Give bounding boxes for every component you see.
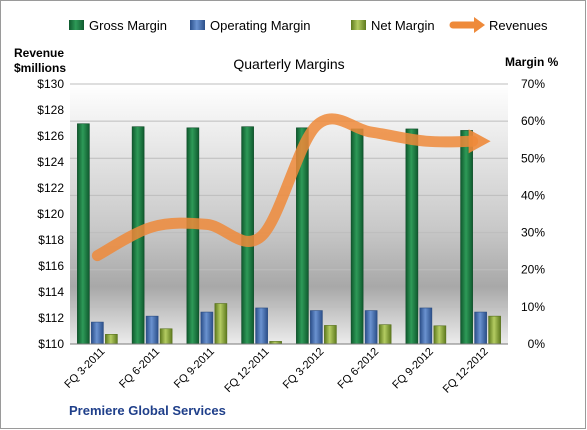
bar-net-margin: [324, 325, 337, 345]
bar-gross-margin: [460, 130, 473, 345]
right-tick-label: 0%: [528, 337, 546, 351]
bar-gross-margin: [405, 128, 419, 345]
left-tick-label: $130: [37, 77, 64, 91]
left-tick-label: $114: [38, 285, 64, 299]
right-axis-label: Margin %: [505, 55, 559, 69]
bar-operating-margin: [255, 307, 268, 345]
bar-operating-margin: [145, 315, 159, 345]
left-tick-label: $128: [37, 103, 64, 117]
legend-swatch-gross-margin: [69, 20, 84, 30]
left-tick-label: $126: [37, 129, 64, 143]
legend-arrow-icon: [474, 17, 485, 33]
left-tick-label: $122: [37, 181, 64, 195]
right-tick-label: 70%: [521, 77, 545, 91]
right-tick-label: 30%: [521, 226, 545, 240]
right-tick-label: 10%: [521, 300, 545, 314]
left-tick-label: $112: [38, 311, 64, 325]
left-tick-label: $120: [37, 207, 64, 221]
bar-net-margin: [214, 303, 228, 345]
revenues-line: [91, 113, 479, 262]
bar-net-margin: [488, 315, 501, 345]
left-axis-ticks: $110 $112 $114 $116 $118 $120 $122 $124 $126 $128…: [37, 77, 64, 351]
legend: Gross Margin Operating Margin Net Margin…: [69, 17, 548, 33]
legend-swatch-net-margin: [351, 20, 366, 30]
right-tick-label: 50%: [521, 151, 545, 165]
bar-operating-margin: [364, 310, 378, 345]
revenue-line: [91, 113, 491, 262]
bar-gross-margin: [77, 123, 90, 345]
company-name: Premiere Global Services: [69, 403, 226, 418]
left-tick-label: $118: [38, 233, 64, 247]
bar-net-margin: [433, 325, 447, 345]
bar-net-margin: [105, 334, 118, 345]
left-tick-label: $116: [38, 259, 64, 273]
bar-gross-margin: [186, 127, 200, 345]
bar-gross-margin: [350, 128, 364, 345]
right-tick-label: 60%: [521, 114, 545, 128]
legend-label-gross-margin: Gross Margin: [89, 18, 167, 33]
bar-operating-margin: [474, 311, 487, 345]
bar-net-margin: [378, 324, 392, 345]
revenues-arrowhead: [468, 129, 491, 154]
bar-operating-margin: [310, 310, 323, 345]
left-tick-label: $110: [38, 337, 64, 351]
bars: [77, 123, 501, 345]
bar-operating-margin: [200, 311, 214, 345]
bar-operating-margin: [91, 321, 104, 345]
legend-swatch-operating-margin: [190, 20, 205, 30]
legend-label-operating-margin: Operating Margin: [210, 18, 310, 33]
left-axis-label-line1: Revenue: [14, 46, 64, 60]
legend-label-net-margin: Net Margin: [371, 18, 435, 33]
left-tick-label: $124: [37, 155, 64, 169]
bar-operating-margin: [419, 307, 433, 345]
right-axis-ticks: 0% 10% 20% 30% 40% 50% 60% 70%: [521, 77, 545, 351]
chart-title: Quarterly Margins: [233, 56, 344, 72]
bar-net-margin: [159, 328, 173, 345]
left-axis-label-line2: $millions: [14, 61, 66, 75]
right-tick-label: 20%: [521, 263, 545, 277]
legend-label-revenues: Revenues: [489, 18, 548, 33]
right-tick-label: 40%: [521, 188, 545, 202]
